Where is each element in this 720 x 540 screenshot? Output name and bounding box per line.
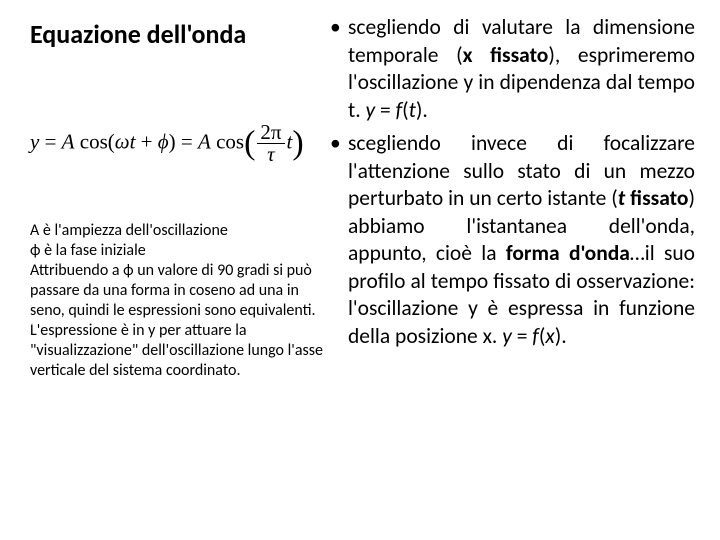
formula-frac-num: 2π bbox=[257, 122, 284, 144]
bullet-dot-icon: • bbox=[330, 130, 348, 350]
formula-A2: A bbox=[198, 129, 211, 153]
bullet-dot-icon: • bbox=[330, 14, 348, 124]
formula-eq1: = bbox=[45, 129, 62, 153]
slide-title: Equazione dell'onda bbox=[30, 18, 330, 50]
formula-t1: t bbox=[130, 129, 136, 153]
side-note-line-3: Attribuendo a ϕ un valore di 90 gradi si… bbox=[30, 261, 325, 321]
side-note-line-4: L'espressione è in y per attuare la "vis… bbox=[30, 321, 325, 381]
formula-lpar1: ( bbox=[108, 129, 115, 153]
bullet-1-text: scegliendo di valutare la dimensione tem… bbox=[348, 14, 695, 124]
bullet-1: • scegliendo di valutare la dimensione t… bbox=[330, 14, 695, 124]
formula-cos1: cos bbox=[80, 129, 108, 153]
formula-biglpar: ( bbox=[244, 125, 255, 162]
wave-equation-formula: y = A cos(ωt + ϕ) = A cos(2πτt) bbox=[30, 122, 330, 165]
bullet-2-text: scegliendo invece di focalizzare l'atten… bbox=[348, 130, 695, 350]
formula-omega: ω bbox=[115, 129, 130, 153]
formula-y: y bbox=[30, 129, 39, 153]
left-column: Equazione dell'onda y = A cos(ωt + ϕ) = … bbox=[30, 18, 330, 381]
right-column: • scegliendo di valutare la dimensione t… bbox=[330, 14, 695, 356]
formula-A1: A bbox=[62, 129, 75, 153]
slide: Equazione dell'onda y = A cos(ωt + ϕ) = … bbox=[0, 0, 720, 540]
side-note-line-1: A è l'ampiezza dell'oscillazione bbox=[30, 221, 325, 241]
formula-bigrpar: ) bbox=[292, 125, 303, 162]
bullet-2: • scegliendo invece di focalizzare l'att… bbox=[330, 130, 695, 350]
formula-frac-den: τ bbox=[257, 144, 284, 165]
formula-cos2: cos bbox=[216, 129, 244, 153]
side-note-line-2: ϕ è la fase iniziale bbox=[30, 241, 325, 261]
formula-rpar1: ) bbox=[169, 129, 176, 153]
formula-eq2: = bbox=[181, 129, 198, 153]
side-note: A è l'ampiezza dell'oscillazione ϕ è la … bbox=[30, 221, 325, 381]
formula-fraction: 2πτ bbox=[257, 122, 284, 165]
formula-plus1: + bbox=[141, 129, 158, 153]
formula-phi1: ϕ bbox=[158, 129, 169, 153]
